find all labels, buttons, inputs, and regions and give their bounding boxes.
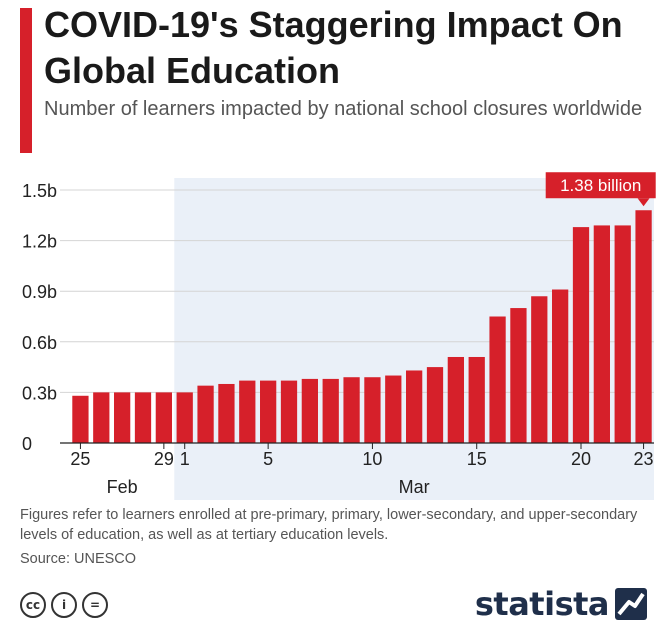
brand: statista — [475, 585, 647, 623]
x-tick-label: 25 — [70, 449, 90, 469]
x-tick-label: 23 — [634, 449, 654, 469]
x-tick-label: 15 — [467, 449, 487, 469]
x-tick-label: 10 — [362, 449, 382, 469]
x-tick-label: 1 — [180, 449, 190, 469]
bar-7 — [197, 385, 214, 443]
bar-8 — [218, 383, 235, 443]
bar-12 — [301, 378, 318, 443]
cc-icon: cc — [20, 592, 46, 618]
bar-9 — [239, 380, 256, 443]
bar-15 — [364, 377, 381, 443]
source-note: Source: UNESCO — [20, 551, 137, 567]
y-tick-label: 0.6b — [22, 333, 57, 353]
bar-14 — [343, 377, 360, 443]
bar-21 — [489, 316, 506, 443]
no-derivatives-icon: = — [82, 592, 108, 618]
bar-16 — [385, 375, 402, 443]
bar-27 — [614, 225, 631, 443]
chart-subtitle: Number of learners impacted by national … — [44, 98, 643, 120]
bar-25 — [572, 227, 590, 443]
y-tick-label: 0.3b — [22, 383, 57, 403]
footnote: Figures refer to learners enrolled at pr… — [20, 507, 638, 543]
callout-pointer — [637, 198, 650, 207]
bar-3 — [114, 392, 131, 443]
attribution-icon: i — [51, 592, 77, 618]
callout-box — [545, 172, 656, 199]
bar-18 — [426, 367, 444, 443]
bar-17 — [406, 370, 423, 443]
bar-10 — [260, 380, 277, 443]
bar-24 — [552, 289, 569, 443]
bar-11 — [280, 380, 298, 443]
y-tick-label: 0.9b — [22, 282, 57, 302]
y-tick-label: 1.5b — [22, 181, 57, 201]
bar-26 — [593, 225, 610, 443]
bar-2 — [93, 392, 110, 443]
brand-name: statista — [474, 585, 610, 623]
y-tick-label: 1.2b — [22, 232, 57, 252]
bar-20 — [468, 356, 485, 443]
x-tick-label: 20 — [571, 449, 591, 469]
month-label-mar: Mar — [399, 477, 430, 497]
bar-6 — [176, 392, 193, 443]
license-icons: cc i = — [20, 592, 108, 618]
bar-13 — [322, 378, 339, 443]
bar-28 — [635, 210, 652, 443]
y-tick-label: 0 — [22, 434, 32, 454]
callout-label: 1.38 billion — [560, 176, 641, 195]
x-tick-label: 29 — [154, 449, 174, 469]
bar-5 — [155, 392, 172, 443]
x-tick-label: 5 — [263, 449, 273, 469]
month-label-feb: Feb — [107, 477, 138, 497]
bar-1 — [72, 395, 89, 443]
title-accent-bar — [20, 8, 32, 153]
bar-22 — [510, 308, 527, 443]
bar-19 — [447, 356, 464, 443]
statista-logo-icon — [615, 588, 647, 620]
bar-23 — [531, 296, 548, 443]
chart-title: COVID-19's Staggering Impact On Global E… — [44, 4, 623, 91]
bar-4 — [134, 392, 152, 443]
